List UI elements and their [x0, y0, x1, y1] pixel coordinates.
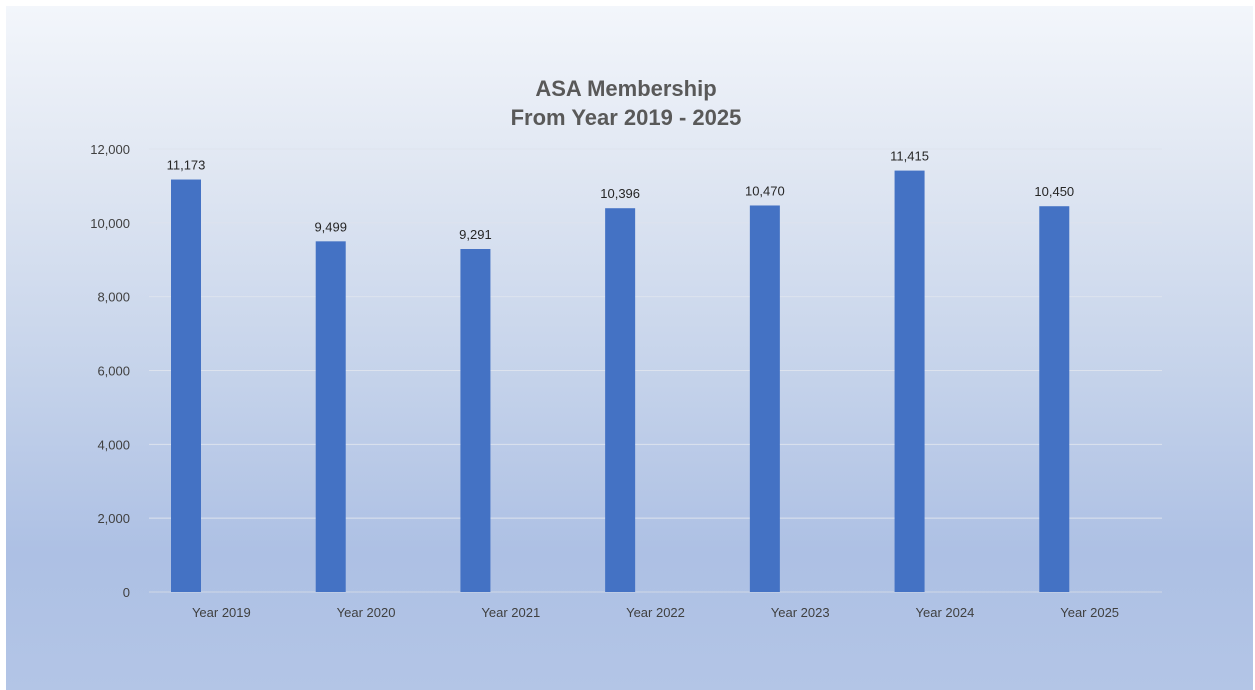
data-label: 11,173 — [167, 158, 206, 173]
bar-year-2021 — [460, 249, 491, 592]
bar-year-2019 — [171, 179, 201, 592]
y-tick-label: 6,000 — [97, 364, 130, 379]
y-tick-label: 10,000 — [90, 216, 130, 231]
y-tick-label: 0 — [123, 585, 130, 600]
gridlines — [149, 148, 1162, 519]
x-category-label: Year 2024 — [916, 605, 975, 620]
y-tick-label: 4,000 — [97, 437, 130, 452]
chart-title-line-2: From Year 2019 - 2025 — [511, 105, 742, 130]
bars — [171, 170, 1070, 593]
data-label: 10,470 — [745, 183, 785, 198]
y-tick-label: 2,000 — [97, 511, 130, 526]
x-category-label: Year 2025 — [1060, 605, 1119, 620]
x-category-label: Year 2020 — [337, 605, 396, 620]
x-category-label: Year 2019 — [192, 605, 251, 620]
y-tick-label: 8,000 — [97, 290, 130, 305]
x-category-label: Year 2022 — [626, 605, 685, 620]
labels: 0 2,000 4,000 6,000 8,000 10,000 12,000 11,173 Y… — [90, 142, 1119, 620]
data-label: 9,499 — [314, 219, 347, 234]
data-label: 9,291 — [459, 227, 492, 242]
bar-year-2025 — [1039, 206, 1070, 593]
chart-title-line-1: ASA Membership — [535, 76, 716, 101]
data-label: 10,396 — [600, 186, 640, 201]
bar-year-2024 — [894, 170, 925, 592]
x-category-label: Year 2021 — [481, 605, 540, 620]
bar-year-2022 — [605, 208, 636, 592]
y-tick-label: 12,000 — [90, 142, 130, 157]
x-category-label: Year 2023 — [771, 605, 830, 620]
bar-year-2023 — [749, 205, 780, 593]
data-label: 11,415 — [890, 149, 929, 164]
bar-chart: ASA Membership From Year 2019 - 2025 0 2,… — [90, 76, 1162, 620]
bar-year-2020 — [315, 241, 346, 592]
data-label: 10,450 — [1034, 184, 1074, 199]
chart-frame: ASA Membership From Year 2019 - 2025 0 2,… — [6, 6, 1253, 690]
